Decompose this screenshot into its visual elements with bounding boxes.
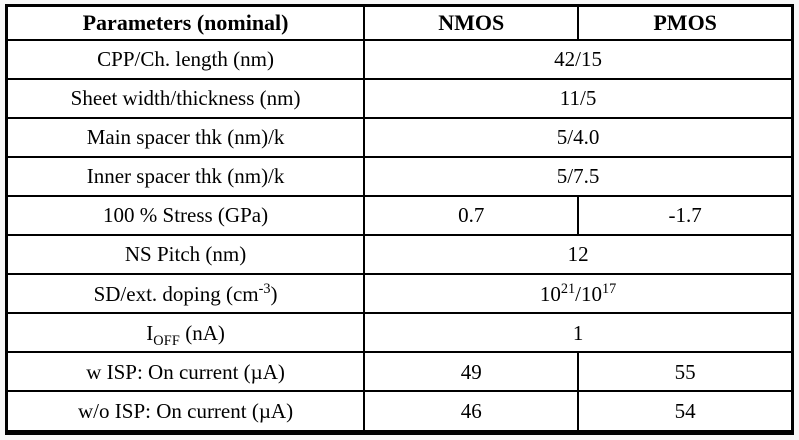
param-label: w ISP: On current (µA) xyxy=(5,351,366,393)
param-value: 5/7.5 xyxy=(363,155,794,197)
param-label: NS Pitch (nm) xyxy=(5,234,366,276)
table-row-with-isp-on-current: w ISP: On current (µA) 49 55 xyxy=(5,351,794,393)
value-superscript: 17 xyxy=(601,280,617,297)
value-text: /10 xyxy=(575,281,602,306)
param-label: Main spacer thk (nm)/k xyxy=(5,116,366,158)
table-row-without-isp-on-current: w/o ISP: On current (µA) 46 54 xyxy=(5,390,794,434)
param-label: IOFF (nA) xyxy=(5,312,366,354)
value-text: 10 xyxy=(539,281,561,306)
table-row-ns-pitch: NS Pitch (nm) 12 xyxy=(5,234,794,276)
table-row-sheet-width-thickness: Sheet width/thickness (nm) 11/5 xyxy=(5,77,794,119)
param-value: 1021/1017 xyxy=(363,273,794,315)
table-row-main-spacer: Main spacer thk (nm)/k 5/4.0 xyxy=(5,116,794,158)
header-row: Parameters (nominal) NMOS PMOS xyxy=(5,4,794,41)
table-row-ioff: IOFF (nA) 1 xyxy=(5,312,794,354)
nmos-value: 0.7 xyxy=(363,194,580,237)
param-value: 11/5 xyxy=(363,77,794,119)
nmos-value: 49 xyxy=(363,351,580,393)
header-pmos: PMOS xyxy=(577,4,794,41)
device-parameters-table: Parameters (nominal) NMOS PMOS CPP/Ch. l… xyxy=(5,4,794,435)
param-label: Inner spacer thk (nm)/k xyxy=(5,155,366,197)
label-text: SD/ext. doping (cm xyxy=(93,281,259,306)
param-label: w/o ISP: On current (µA) xyxy=(5,390,366,434)
label-text: ) xyxy=(270,281,278,306)
label-subscript: OFF xyxy=(153,332,180,349)
param-label: SD/ext. doping (cm-3) xyxy=(5,273,366,315)
pmos-value: -1.7 xyxy=(577,194,794,237)
nmos-value: 46 xyxy=(363,390,580,434)
param-label: 100 % Stress (GPa) xyxy=(5,194,366,237)
param-label: CPP/Ch. length (nm) xyxy=(5,38,366,80)
header-parameters: Parameters (nominal) xyxy=(5,4,366,41)
table-row-inner-spacer: Inner spacer thk (nm)/k 5/7.5 xyxy=(5,155,794,197)
header-nmos: NMOS xyxy=(363,4,580,41)
label-superscript: -3 xyxy=(258,280,271,297)
label-text: I xyxy=(146,320,154,345)
param-value: 1 xyxy=(363,312,794,354)
value-superscript: 21 xyxy=(560,280,576,297)
param-value: 5/4.0 xyxy=(363,116,794,158)
param-label: Sheet width/thickness (nm) xyxy=(5,77,366,119)
param-value: 42/15 xyxy=(363,38,794,80)
table-row-stress: 100 % Stress (GPa) 0.7 -1.7 xyxy=(5,194,794,237)
param-value: 12 xyxy=(363,234,794,276)
pmos-value: 54 xyxy=(577,390,794,434)
pmos-value: 55 xyxy=(577,351,794,393)
table-row-sd-ext-doping: SD/ext. doping (cm-3) 1021/1017 xyxy=(5,273,794,315)
label-text: (nA) xyxy=(180,320,225,345)
table-row-cpp-ch-length: CPP/Ch. length (nm) 42/15 xyxy=(5,38,794,80)
